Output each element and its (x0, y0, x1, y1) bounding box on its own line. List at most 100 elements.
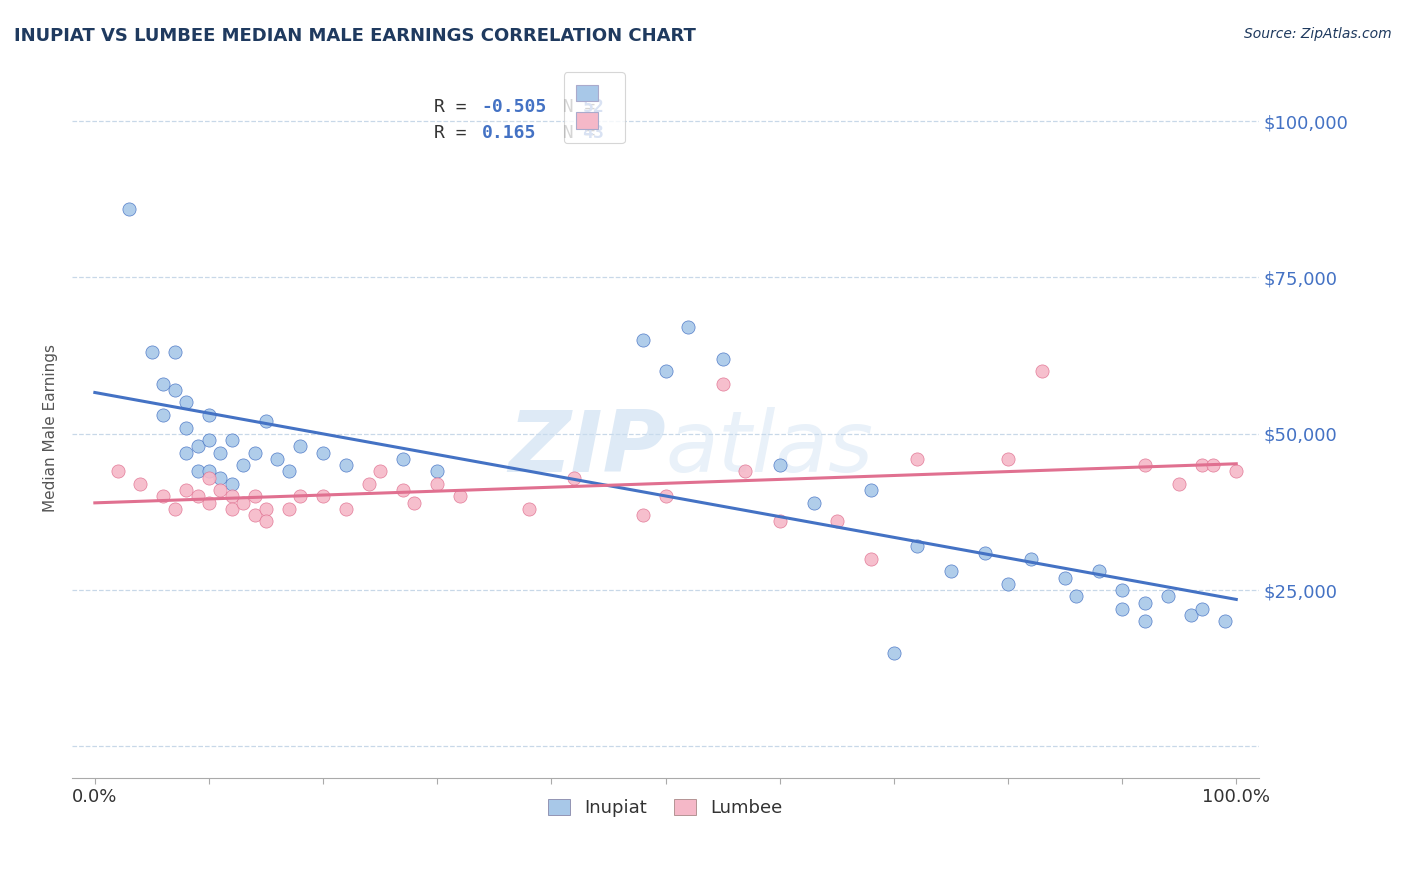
Point (404, 495, 426, 509)
Point (335, 501, 357, 516)
Point (221, 433, 243, 447)
Text: 0.165: 0.165 (481, 125, 536, 143)
Point (277, 464, 299, 478)
Point (277, 501, 299, 516)
Point (357, 476, 380, 491)
Point (711, 376, 734, 391)
Point (1111, 601, 1133, 615)
Text: N =: N = (541, 125, 606, 143)
Point (290, 489, 312, 503)
Point (1213, 615, 1236, 629)
Point (1111, 582, 1133, 597)
Point (1168, 476, 1191, 491)
Point (825, 514, 848, 528)
Point (209, 483, 232, 497)
Y-axis label: Median Male Earnings: Median Male Earnings (44, 343, 58, 511)
Point (163, 383, 186, 397)
Point (392, 451, 415, 466)
Point (997, 576, 1019, 591)
Point (141, 345, 163, 359)
Point (1031, 364, 1053, 378)
Point (654, 489, 676, 503)
Point (426, 476, 449, 491)
Point (905, 451, 928, 466)
Point (1088, 564, 1111, 578)
Point (198, 470, 221, 484)
Point (734, 464, 756, 478)
Point (118, 202, 141, 216)
Point (426, 464, 449, 478)
Point (187, 439, 209, 453)
Text: R =: R = (434, 98, 478, 116)
Text: -0.505: -0.505 (481, 98, 547, 116)
Point (198, 433, 221, 447)
Point (254, 501, 277, 516)
Point (198, 464, 221, 478)
Point (152, 408, 174, 422)
Point (312, 489, 335, 503)
Point (449, 489, 471, 503)
Legend: Inupiat, Lumbee: Inupiat, Lumbee (541, 792, 790, 824)
Point (254, 414, 277, 428)
Point (254, 514, 277, 528)
Point (221, 489, 243, 503)
Point (152, 376, 174, 391)
Point (221, 501, 243, 516)
Point (769, 458, 792, 472)
Point (1133, 458, 1156, 472)
Point (266, 451, 288, 466)
Point (631, 333, 654, 347)
Point (654, 364, 676, 378)
Point (221, 476, 243, 491)
Point (243, 489, 266, 503)
Text: R =: R = (434, 125, 488, 143)
Point (974, 545, 997, 559)
Text: ZIP: ZIP (508, 407, 665, 490)
Point (243, 445, 266, 459)
Point (335, 458, 357, 472)
Text: N =: N = (541, 98, 606, 116)
Point (1066, 589, 1088, 603)
Point (1202, 458, 1225, 472)
Text: Source: ZipAtlas.com: Source: ZipAtlas.com (1244, 27, 1392, 41)
Point (1180, 607, 1202, 622)
Point (187, 464, 209, 478)
Point (232, 495, 254, 509)
Point (198, 408, 221, 422)
Point (562, 470, 585, 484)
Point (163, 501, 186, 516)
Point (209, 470, 232, 484)
Point (631, 508, 654, 522)
Text: 43: 43 (582, 125, 605, 143)
Point (129, 476, 152, 491)
Point (209, 445, 232, 459)
Point (312, 445, 335, 459)
Point (1019, 551, 1042, 566)
Point (1225, 464, 1247, 478)
Point (107, 464, 129, 478)
Text: atlas: atlas (665, 407, 873, 490)
Point (883, 646, 905, 660)
Point (198, 495, 221, 509)
Text: INUPIAT VS LUMBEE MEDIAN MALE EARNINGS CORRELATION CHART: INUPIAT VS LUMBEE MEDIAN MALE EARNINGS C… (14, 27, 696, 45)
Point (905, 539, 928, 553)
Point (243, 508, 266, 522)
Point (1133, 615, 1156, 629)
Point (1191, 458, 1213, 472)
Point (1053, 570, 1076, 584)
Point (711, 351, 734, 366)
Point (939, 564, 962, 578)
Point (392, 483, 415, 497)
Point (187, 489, 209, 503)
Point (769, 514, 792, 528)
Point (678, 320, 700, 334)
Point (174, 483, 197, 497)
Point (1191, 601, 1213, 615)
Point (1133, 595, 1156, 609)
Point (368, 464, 391, 478)
Point (859, 483, 882, 497)
Point (232, 458, 254, 472)
Point (174, 445, 197, 459)
Point (859, 551, 882, 566)
Point (517, 501, 540, 516)
